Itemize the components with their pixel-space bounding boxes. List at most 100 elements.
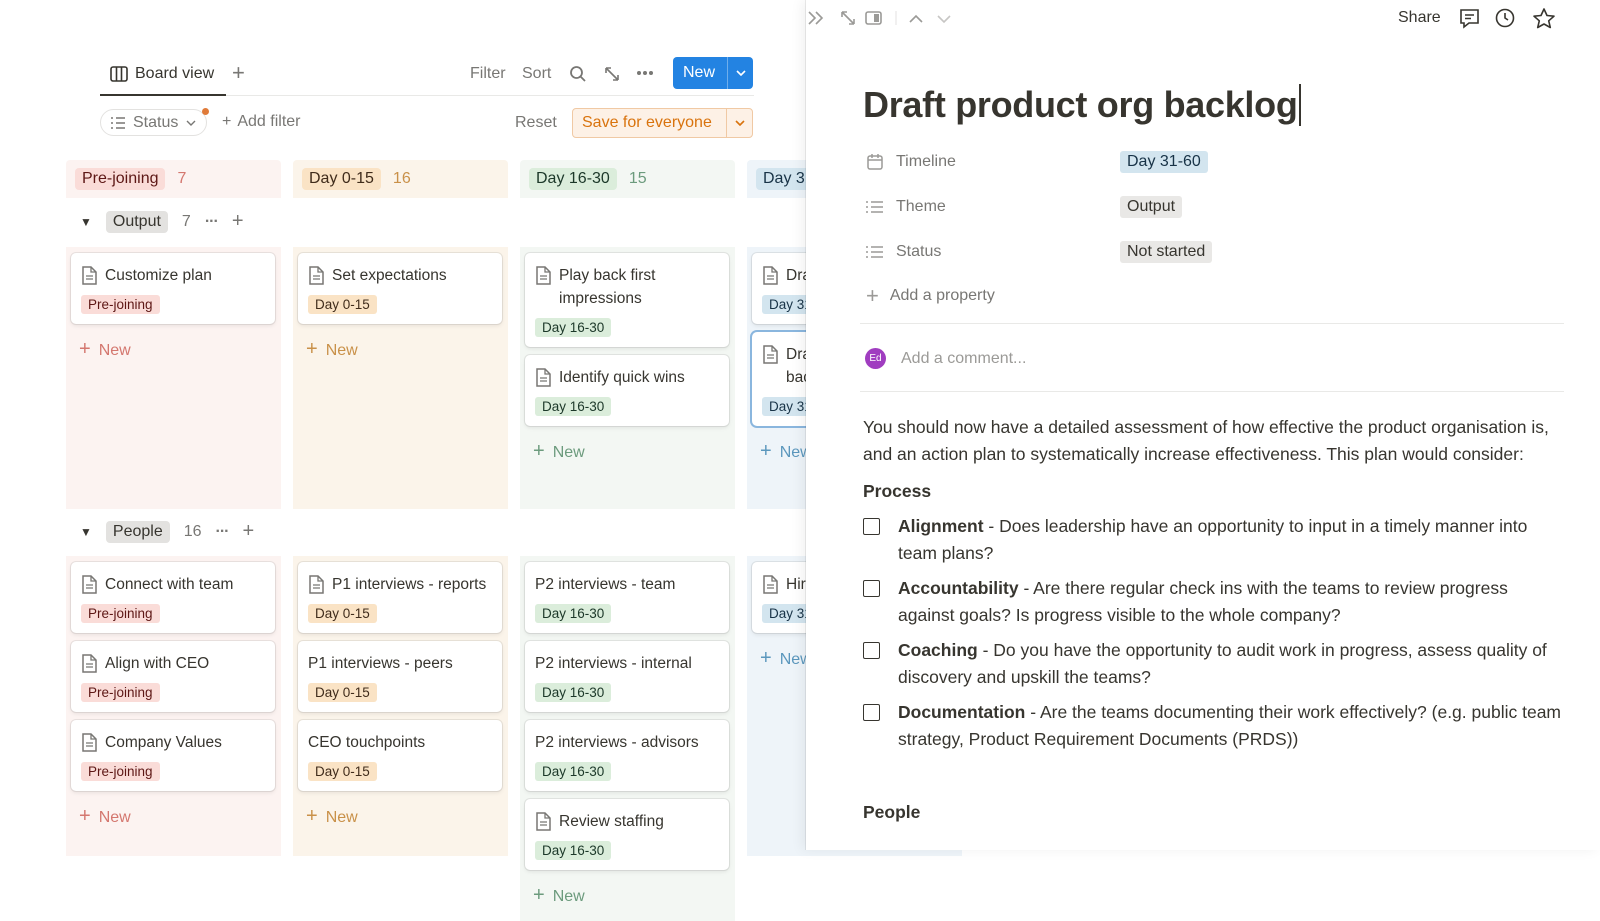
board-icon bbox=[110, 66, 128, 82]
add-card[interactable]: + New bbox=[298, 799, 503, 834]
column-count: 16 bbox=[392, 170, 411, 187]
card-title-row: P1 interviews - peers bbox=[308, 652, 492, 675]
doc-icon bbox=[536, 368, 551, 387]
card-title: P2 interviews - team bbox=[535, 576, 676, 593]
checklist-text: Accountability - Are there regular check… bbox=[898, 575, 1563, 629]
add-card[interactable]: + New bbox=[71, 799, 276, 834]
property-value[interactable]: Output bbox=[1120, 196, 1183, 218]
comment-input[interactable]: Add a comment... bbox=[901, 350, 1027, 367]
expand-icon[interactable] bbox=[603, 65, 621, 83]
add-card-label: New bbox=[98, 342, 131, 359]
card-title: P1 interviews - reports bbox=[332, 576, 487, 593]
filter-dot bbox=[202, 108, 209, 115]
add-property[interactable]: + Add a property bbox=[866, 283, 995, 309]
card[interactable]: P1 interviews - reports Day 0-15 bbox=[298, 562, 502, 633]
card[interactable]: Set expectations Day 0-15 bbox=[298, 253, 502, 324]
checklist-description: - Do you have the opportunity to audit w… bbox=[898, 640, 1547, 687]
checkbox[interactable] bbox=[863, 642, 880, 659]
card-title-row: Review staffing bbox=[535, 810, 719, 833]
toggle[interactable]: ▼ bbox=[80, 214, 92, 229]
new-label: New bbox=[683, 64, 716, 81]
status-filter[interactable]: Status bbox=[100, 109, 208, 136]
add-card-label: New bbox=[552, 444, 585, 461]
add-card[interactable]: + New bbox=[71, 332, 276, 367]
column-count: 7 bbox=[177, 170, 187, 187]
filter-button[interactable]: Filter bbox=[470, 65, 506, 82]
avatar: Ed bbox=[865, 348, 886, 369]
card[interactable]: P2 interviews - team Day 16-30 bbox=[525, 562, 729, 633]
plus: + bbox=[760, 440, 772, 462]
people-heading: People bbox=[863, 802, 921, 822]
reset-button[interactable]: Reset bbox=[515, 114, 557, 131]
sort-button[interactable]: Sort bbox=[522, 65, 552, 82]
new-dropdown[interactable] bbox=[727, 57, 753, 89]
checklist-description: - Are there regular check ins with the t… bbox=[898, 578, 1508, 625]
card-title: Review staffing bbox=[559, 813, 664, 830]
toggle[interactable]: ▼ bbox=[80, 524, 92, 539]
card-tag: Pre-joining bbox=[81, 683, 160, 702]
add-card[interactable]: + New bbox=[752, 434, 957, 469]
group-add[interactable]: + bbox=[231, 210, 244, 232]
doc-icon bbox=[309, 266, 324, 285]
card-title: CEO touchpoints bbox=[308, 734, 426, 751]
card[interactable]: Connect with team Pre-joining bbox=[71, 562, 275, 633]
card-title: P2 interviews - internal bbox=[535, 655, 692, 672]
add-card[interactable]: + New bbox=[525, 434, 730, 469]
checklist-item: Accountability - Are there regular check… bbox=[863, 575, 1563, 629]
card[interactable]: P2 interviews - internal Day 16-30 bbox=[525, 641, 729, 712]
checkbox[interactable] bbox=[863, 580, 880, 597]
search-icon[interactable] bbox=[569, 65, 587, 83]
new-button[interactable]: New bbox=[673, 57, 753, 89]
checkbox[interactable] bbox=[863, 704, 880, 721]
add-view[interactable]: + bbox=[232, 60, 245, 85]
checklist-description: - Are the teams documenting their work e… bbox=[898, 702, 1562, 749]
process-heading: Process bbox=[863, 481, 932, 501]
checkbox[interactable] bbox=[863, 518, 880, 535]
card[interactable]: Align with CEO Pre-joining bbox=[71, 641, 275, 712]
card-tag: Pre-joining bbox=[81, 604, 160, 623]
status-label: Status bbox=[133, 113, 179, 131]
column-header: Day 16-30 15 bbox=[520, 160, 735, 198]
tab-underline bbox=[100, 94, 226, 96]
view-tabs bbox=[100, 60, 754, 96]
add-card[interactable]: + New bbox=[298, 332, 503, 367]
property-value[interactable]: Not started bbox=[1120, 241, 1213, 263]
group-more[interactable]: ··· bbox=[204, 212, 219, 230]
divider bbox=[860, 391, 1564, 392]
doc-icon bbox=[536, 266, 551, 285]
card[interactable]: Company Values Pre-joining bbox=[71, 720, 275, 791]
group-add[interactable]: + bbox=[242, 520, 255, 542]
card[interactable]: Identify quick wins Day 16-30 bbox=[525, 355, 729, 426]
group-more[interactable]: ··· bbox=[215, 522, 230, 540]
checklist-term: Accountability bbox=[898, 578, 1019, 598]
add-card[interactable]: + New bbox=[752, 641, 957, 676]
card-title-row: Play back first impressions bbox=[535, 264, 719, 310]
checklist-text: Coaching - Do you have the opportunity t… bbox=[898, 637, 1563, 691]
card-title-row: Connect with team bbox=[81, 573, 265, 596]
page-title[interactable]: Draft product org backlog bbox=[863, 84, 1301, 126]
card-title-row: P2 interviews - internal bbox=[535, 652, 719, 675]
card-tag: Day 0-15 bbox=[308, 683, 377, 702]
checklist-term: Documentation bbox=[898, 702, 1026, 722]
card-title: Set expectations bbox=[332, 267, 447, 284]
card[interactable]: P2 interviews - advisors Day 16-30 bbox=[525, 720, 729, 791]
group-count: 7 bbox=[181, 212, 191, 230]
more-icon[interactable] bbox=[636, 70, 654, 76]
property-row: Theme Output bbox=[866, 195, 1566, 219]
share-button[interactable]: Share bbox=[1398, 9, 1441, 26]
doc-icon bbox=[763, 575, 778, 594]
save-button[interactable]: Save for everyone bbox=[572, 108, 753, 138]
group-cell: Customize plan Pre-joining + New bbox=[66, 247, 281, 509]
card[interactable]: Play back first impressions Day 16-30 bbox=[525, 253, 729, 347]
save-dropdown[interactable] bbox=[726, 109, 752, 137]
view-tab[interactable]: Board view bbox=[135, 65, 215, 82]
add-card[interactable]: + New bbox=[525, 878, 730, 913]
card[interactable]: CEO touchpoints Day 0-15 bbox=[298, 720, 502, 791]
card[interactable]: Review staffing Day 16-30 bbox=[525, 799, 729, 870]
add-filter[interactable]: + Add filter bbox=[222, 113, 300, 131]
card[interactable]: Customize plan Pre-joining bbox=[71, 253, 275, 324]
group-cell: Set expectations Day 0-15 + New bbox=[293, 247, 508, 509]
card[interactable]: P1 interviews - peers Day 0-15 bbox=[298, 641, 502, 712]
property-value[interactable]: Day 31-60 bbox=[1120, 151, 1208, 173]
card-tag: Day 16-30 bbox=[535, 318, 612, 337]
